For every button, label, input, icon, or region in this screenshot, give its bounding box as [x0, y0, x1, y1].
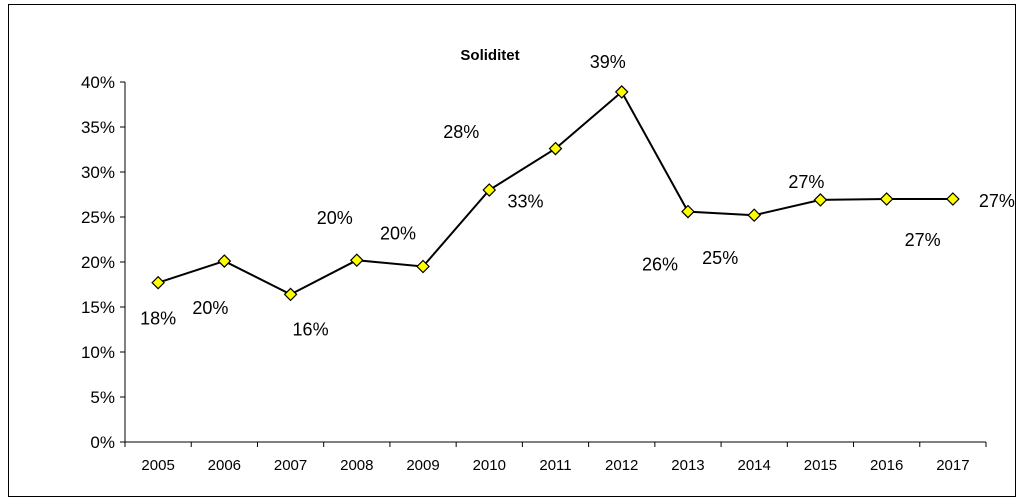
data-point-marker: [813, 193, 828, 207]
y-tick-label: 20%: [81, 253, 115, 272]
x-tick-label: 2007: [274, 457, 307, 474]
data-label: 28%: [443, 122, 479, 142]
series-line: [157, 90, 953, 296]
data-label: 16%: [293, 319, 329, 339]
x-tick-label: 2016: [870, 457, 903, 474]
data-label: 25%: [702, 248, 738, 268]
data-label: 27%: [788, 172, 824, 192]
y-tick-label: 30%: [81, 163, 115, 182]
x-tick-label: 2011: [539, 457, 571, 474]
data-point-marker: [482, 183, 497, 197]
y-tick-label: 5%: [90, 388, 115, 407]
data-point-marker: [614, 85, 629, 99]
x-tick-label: 2014: [738, 457, 771, 474]
data-label: 18%: [140, 309, 176, 329]
y-tick-label: 0%: [90, 433, 115, 452]
chart-frame: [8, 4, 1016, 497]
x-tick-label: 2005: [141, 457, 174, 474]
x-tick-label: 2015: [804, 457, 837, 474]
x-tick-label: 2009: [406, 457, 439, 474]
data-point-marker: [349, 253, 364, 268]
data-label: 27%: [905, 230, 941, 250]
data-label: 20%: [192, 298, 228, 318]
data-point-marker: [946, 192, 960, 206]
chart-axes: 0% 5% 10% 15% 20% 25% 30% 35% 40% 2005 2006 2007 200…: [81, 73, 987, 474]
chart-series: [151, 85, 960, 302]
y-tick-label: 10%: [81, 343, 115, 362]
data-label: 33%: [507, 192, 543, 212]
x-tick-label: 2006: [208, 457, 241, 474]
data-point-marker: [747, 208, 762, 223]
y-tick-label: 15%: [81, 298, 115, 317]
data-point-marker: [283, 287, 298, 302]
chart-data-labels: 18% 20% 16% 20% 20% 28% 33% 39% 26% 25% 27% 27% 27%: [140, 52, 1015, 339]
data-point-marker: [548, 141, 563, 156]
x-tick-label: 2012: [605, 457, 638, 474]
x-tick-label: 2017: [936, 457, 969, 474]
y-tick-label: 25%: [81, 208, 115, 227]
data-point-marker: [217, 254, 232, 268]
x-tick-label: 2013: [671, 457, 704, 474]
x-tick-label: 2010: [473, 457, 506, 474]
data-point-marker: [681, 204, 695, 219]
data-label: 27%: [979, 191, 1015, 211]
data-point-marker: [416, 259, 430, 274]
data-label: 26%: [642, 255, 678, 275]
data-point-marker: [151, 275, 165, 290]
x-tick-label: 2008: [340, 457, 373, 474]
chart-title: Soliditet: [460, 47, 519, 64]
y-tick-label: 40%: [81, 73, 115, 92]
y-tick-label: 35%: [81, 118, 115, 137]
data-point-marker: [879, 192, 894, 206]
data-label: 20%: [317, 208, 353, 228]
data-label: 20%: [380, 224, 416, 244]
data-label: 39%: [590, 52, 626, 72]
